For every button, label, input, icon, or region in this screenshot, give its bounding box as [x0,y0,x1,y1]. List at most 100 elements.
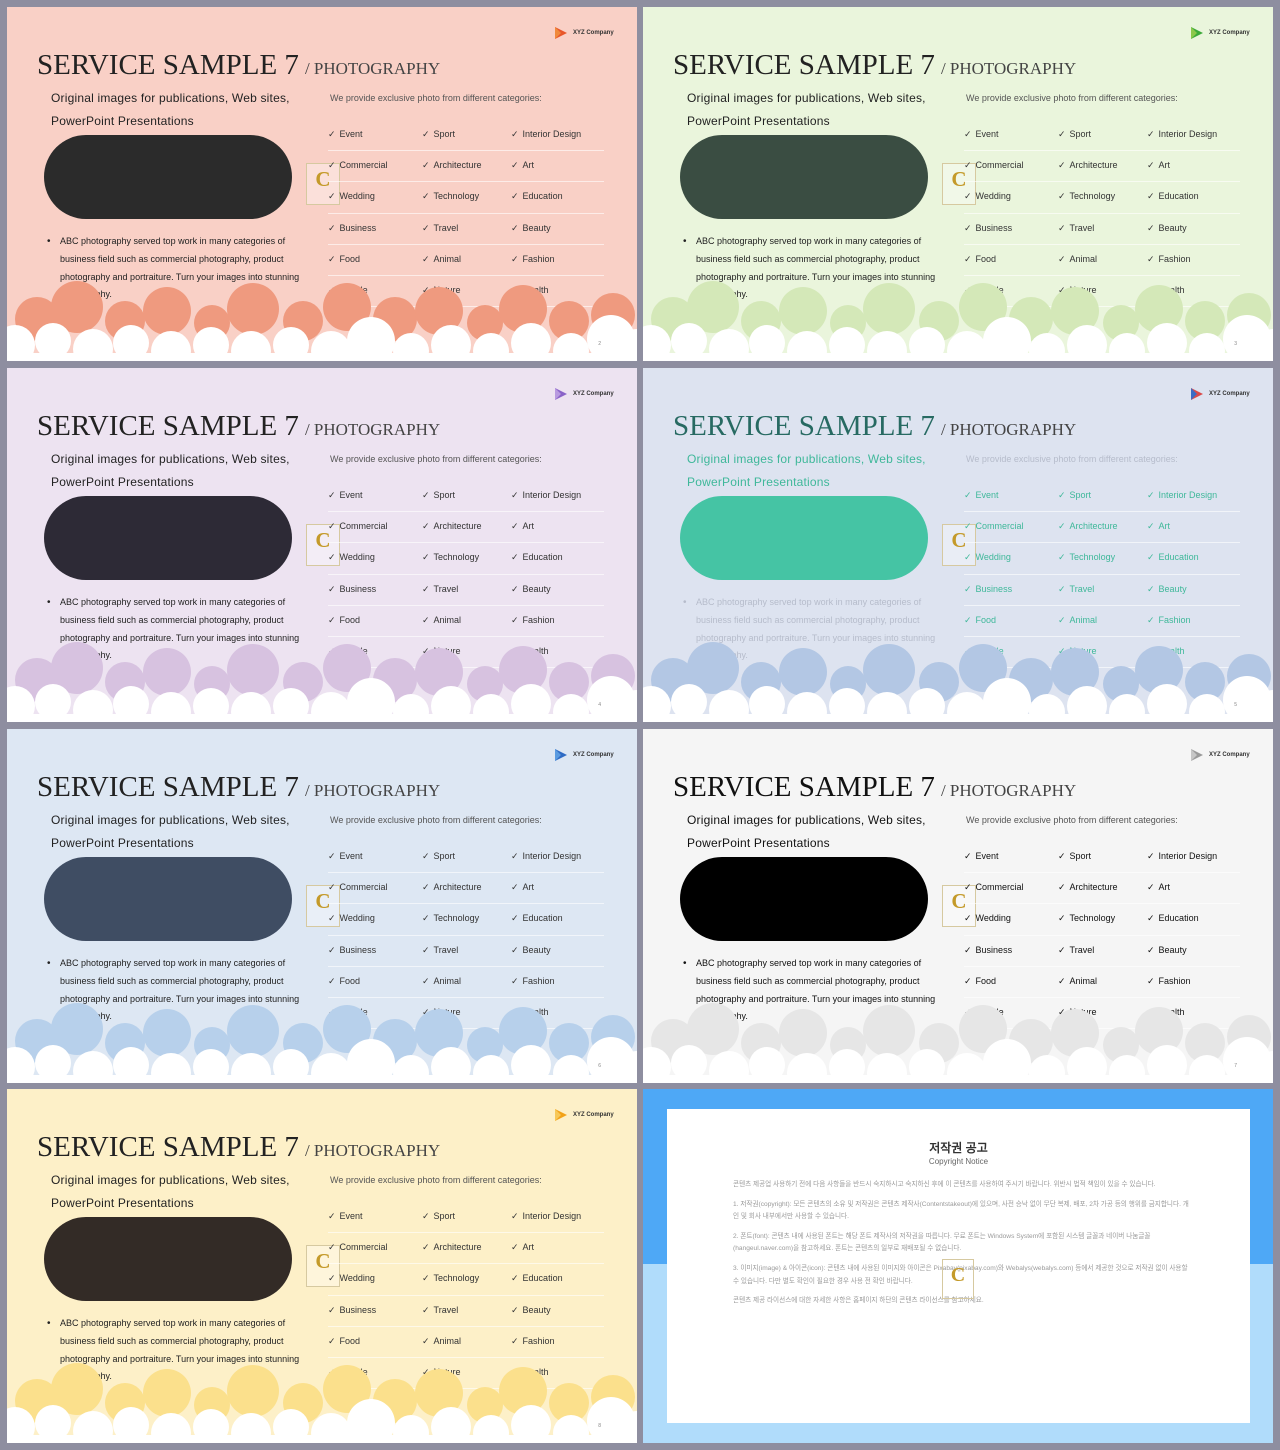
company-logo: XYZ Company [553,1108,614,1122]
category-row: Event Sport Interior Design [328,1202,604,1234]
category-row: Wedding Technology Education [964,904,1240,936]
category-intro: We provide exclusive photo from differen… [966,815,1178,825]
slide-subtitle: Original images for publications, Web si… [687,448,947,493]
category-item: Event [328,490,363,501]
company-logo-icon [1191,749,1203,761]
category-item: Animal [422,1336,462,1347]
category-item: Technology [422,913,480,924]
slide-thumbnail[interactable]: XYZ Company SERVICE SAMPLE 7 / PHOTOGRAPHY… [7,368,637,722]
slide-title: SERVICE SAMPLE 7 / PHOTOGRAPHY [673,410,1076,443]
slide-subtitle: Original images for publications, Web si… [51,1169,311,1214]
category-item: Art [1147,882,1171,893]
category-item: Education [511,913,563,924]
badge-letter-icon: C [315,1249,331,1273]
slide-title-main: SERVICE SAMPLE 7 [673,771,935,803]
page-number: 8 [598,1423,601,1429]
category-item: Beauty [1147,223,1187,234]
category-item: Event [964,129,999,140]
category-item: Travel [422,584,459,595]
category-item: Commercial [964,882,1024,893]
slide-title-main: SERVICE SAMPLE 7 [37,1131,299,1163]
category-item: Beauty [1147,945,1187,956]
category-row: Commercial Architecture Art [328,151,604,183]
category-item: Event [328,129,363,140]
category-item: Wedding [328,913,375,924]
image-placeholder-pill [44,496,292,580]
subtitle-line: PowerPoint Presentations [51,113,194,128]
company-logo: XYZ Company [553,26,614,40]
category-row: Event Sport Interior Design [328,842,604,874]
category-row: Business Travel Beauty [328,1296,604,1327]
slide-thumbnail[interactable]: XYZ Company SERVICE SAMPLE 7 / PHOTOGRAPHY… [643,729,1273,1083]
category-item: Education [511,552,563,563]
category-item: Event [328,851,363,862]
category-item: Technology [422,552,480,563]
copyright-paragraph: 1. 저작권(copyright): 모든 콘텐츠의 소유 및 저작권은 콘텐츠… [733,1200,1189,1221]
category-row: Food Animal Fashion [964,606,1240,637]
category-item: Sport [1058,851,1092,862]
category-item: Event [964,851,999,862]
copyright-slide[interactable]: 저작권 공고 Copyright Notice 콘텐츠 제공업 사용하기 전에 … [643,1089,1273,1443]
slide-thumbnail[interactable]: XYZ Company SERVICE SAMPLE 7 / PHOTOGRAPHY… [643,368,1273,722]
copyright-paragraph: 콘텐츠 제공 라이선스에 대한 자세한 사항은 홈페이지 하단의 콘텐츠 라이선… [733,1297,984,1305]
category-item: Beauty [511,1305,551,1316]
slide-title-sub: / PHOTOGRAPHY [304,1141,441,1160]
category-item: Food [328,615,361,626]
category-row: Wedding Technology Education [328,904,604,936]
category-row: Business Travel Beauty [328,575,604,606]
category-item: Architecture [422,1242,482,1253]
category-row: Food Animal Fashion [328,245,604,276]
page-number: 2 [598,341,601,347]
company-logo-icon [1191,27,1203,39]
category-intro: We provide exclusive photo from differen… [966,93,1178,103]
category-item: Travel [422,223,459,234]
badge-letter-icon: C [315,889,331,913]
category-item: Sport [1058,129,1092,140]
slide-thumbnail[interactable]: XYZ Company SERVICE SAMPLE 7 / PHOTOGRAPHY… [643,7,1273,361]
slide-title-sub: / PHOTOGRAPHY [940,420,1077,439]
company-logo-text: XYZ Company [1209,30,1250,36]
category-item: Wedding [964,191,1011,202]
company-logo-icon [555,27,567,39]
category-item: Sport [422,1211,456,1222]
category-item: Food [964,615,997,626]
slide-title: SERVICE SAMPLE 7 / PHOTOGRAPHY [37,49,440,82]
copyright-subtitle: Copyright Notice [928,1157,989,1166]
category-item: Travel [1058,223,1095,234]
category-item: Travel [1058,945,1095,956]
page-number: 7 [1234,1063,1237,1069]
category-item: Interior Design [511,851,582,862]
category-intro: We provide exclusive photo from differen… [966,454,1178,464]
category-item: Interior Design [1147,129,1218,140]
category-item: Animal [1058,976,1098,987]
image-placeholder-pill [680,857,928,941]
category-item: Business [328,1305,377,1316]
cloud-decoration [7,642,637,722]
slide-subtitle: Original images for publications, Web si… [51,448,311,493]
slide-title-main: SERVICE SAMPLE 7 [37,49,299,81]
category-item: Wedding [328,1273,375,1284]
image-placeholder-pill [44,857,292,941]
category-row: Commercial Architecture Art [328,1233,604,1265]
content-badge-icon: C [306,524,340,566]
category-row: Food Animal Fashion [964,245,1240,276]
badge-letter-icon: C [315,167,331,191]
category-row: Business Travel Beauty [964,214,1240,245]
category-item: Business [328,223,377,234]
category-item: Technology [1058,913,1116,924]
category-grid: Event Sport Interior Design Commercial Archi… [328,481,604,669]
category-item: Sport [422,490,456,501]
category-item: Animal [422,976,462,987]
category-row: Commercial Architecture Art [328,512,604,544]
category-item: Event [964,490,999,501]
category-item: Sport [422,851,456,862]
category-row: Event Sport Interior Design [328,120,604,152]
company-logo-icon [555,1109,567,1121]
slide-thumbnail[interactable]: XYZ Company SERVICE SAMPLE 7 / PHOTOGRAPHY… [7,7,637,361]
slide-thumbnail[interactable]: XYZ Company SERVICE SAMPLE 7 / PHOTOGRAPHY… [7,729,637,1083]
category-item: Wedding [328,552,375,563]
category-item: Food [964,976,997,987]
slide-subtitle: Original images for publications, Web si… [687,87,947,132]
category-item: Art [511,1242,535,1253]
slide-thumbnail[interactable]: XYZ Company SERVICE SAMPLE 7 / PHOTOGRAPHY… [7,1089,637,1443]
